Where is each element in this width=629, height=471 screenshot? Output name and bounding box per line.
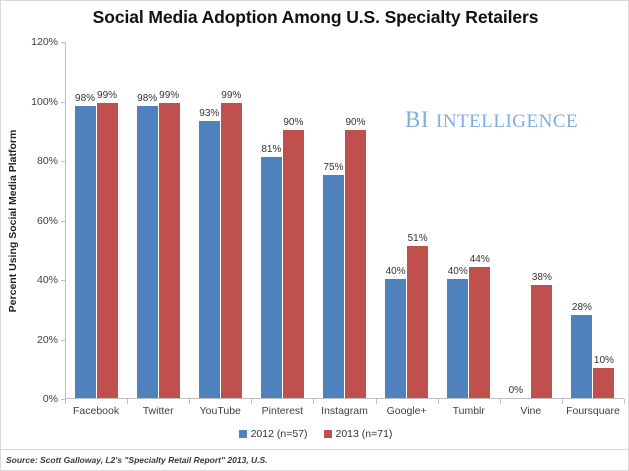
y-axis-tick-label: 0% xyxy=(42,393,58,405)
x-axis-category-label: Google+ xyxy=(386,405,427,417)
x-axis-category-label: Tumblr xyxy=(452,405,485,417)
bar-value-label: 28% xyxy=(571,301,592,313)
x-axis-category-label: Pinterest xyxy=(261,405,304,417)
bar-value-label: 10% xyxy=(593,355,614,367)
y-axis-tick-label: 100% xyxy=(31,95,58,108)
legend-swatch xyxy=(323,430,332,438)
watermark-prefix: BI xyxy=(405,107,429,132)
bar-value-label: 81% xyxy=(261,144,282,156)
x-axis-tick xyxy=(189,399,190,404)
bar[interactable] xyxy=(593,368,615,398)
bar[interactable] xyxy=(531,284,553,398)
y-axis-tick-label: 80% xyxy=(36,155,58,167)
bar[interactable] xyxy=(385,279,407,398)
y-axis-title-label: Percent Using Social Media Platform xyxy=(7,129,19,313)
y-axis-tick-label: 120% xyxy=(31,36,58,48)
y-axis-tick xyxy=(61,42,66,43)
y-axis-tick xyxy=(61,161,66,162)
x-axis-tick xyxy=(624,399,625,404)
x-axis-tick xyxy=(562,399,563,404)
bar[interactable] xyxy=(96,103,118,398)
bar-value-label: 98% xyxy=(75,93,96,105)
legend-swatch xyxy=(238,430,247,438)
bar-value-label: 0% xyxy=(508,385,524,396)
y-axis-tick xyxy=(61,339,66,341)
bar-value-label: 44% xyxy=(469,254,490,266)
x-axis-tick xyxy=(313,399,314,404)
chart-title: Social Media Adoption Among U.S. Special… xyxy=(92,7,539,27)
bar[interactable] xyxy=(198,121,220,398)
bar[interactable] xyxy=(447,279,469,398)
bar[interactable] xyxy=(220,103,242,398)
bar[interactable] xyxy=(74,106,96,398)
x-axis-tick xyxy=(127,399,128,404)
legend-label: 2012 (n=57) xyxy=(250,428,308,440)
legend-label: 2013 (n=71) xyxy=(335,428,393,440)
y-axis-tick-label: 20% xyxy=(36,333,58,346)
chart-legend: 2012 (n=57) 2013 (n=71) xyxy=(1,428,628,440)
x-axis-line xyxy=(65,398,624,399)
y-axis-tick-label: 40% xyxy=(36,274,58,286)
x-axis-tick xyxy=(376,399,377,404)
x-axis-category-label: Foursquare xyxy=(566,405,620,417)
bar[interactable] xyxy=(469,267,491,398)
source-note: Source: Scott Galloway, L2's "Specialty … xyxy=(6,455,268,465)
bar[interactable] xyxy=(158,103,180,398)
bar-value-label: 99% xyxy=(97,90,118,102)
bar-value-label: 98% xyxy=(137,93,158,105)
bar[interactable] xyxy=(407,246,429,398)
bar-value-label: 40% xyxy=(385,266,406,277)
x-axis-category-label: Vine xyxy=(520,405,542,417)
bar[interactable] xyxy=(136,106,158,398)
legend-item[interactable]: 2013 (n=71) xyxy=(323,428,393,440)
bar[interactable] xyxy=(323,174,344,398)
bar[interactable] xyxy=(282,130,304,398)
bar[interactable] xyxy=(260,157,282,398)
bar-value-label: 99% xyxy=(221,90,242,102)
y-axis-tick xyxy=(61,101,66,103)
plot-area: 0% 20% 40% 60% 80% 100% 120% 98% 99% 98% 99% 93% 99… xyxy=(31,36,625,417)
x-axis-category-label: Instagram xyxy=(321,405,368,417)
bar-value-label: 93% xyxy=(199,108,220,120)
bar[interactable] xyxy=(571,314,593,398)
x-axis-category-label: Twitter xyxy=(142,405,174,417)
y-axis-tick xyxy=(61,220,66,222)
bar-value-label: 38% xyxy=(531,271,552,283)
bar-value-label: 75% xyxy=(323,161,344,173)
x-axis-tick xyxy=(438,399,439,404)
bar[interactable] xyxy=(345,130,366,398)
watermark-rest: INTELLIGENCE xyxy=(436,111,579,132)
source-divider xyxy=(1,449,628,450)
bar-value-label: 40% xyxy=(447,266,468,277)
x-axis-tick xyxy=(251,399,252,404)
x-axis-category-label: Facebook xyxy=(72,405,120,417)
bar-value-label: 90% xyxy=(283,117,304,129)
y-axis-tick xyxy=(61,280,66,281)
x-axis-category-label: YouTube xyxy=(199,405,241,417)
legend-item[interactable]: 2012 (n=57) xyxy=(238,428,308,440)
y-axis-title: Percent Using Social Media Platform xyxy=(7,1,19,313)
y-axis-tick xyxy=(61,399,66,400)
bar-value-label: 99% xyxy=(159,90,180,102)
bi-intelligence-watermark: BI INTELLIGENCE xyxy=(405,107,578,133)
y-axis-tick-label: 60% xyxy=(36,214,58,227)
x-axis-tick xyxy=(500,399,501,404)
bar-value-label: 51% xyxy=(407,233,428,245)
bar-value-label: 90% xyxy=(345,117,366,129)
x-axis-tick xyxy=(65,399,66,404)
